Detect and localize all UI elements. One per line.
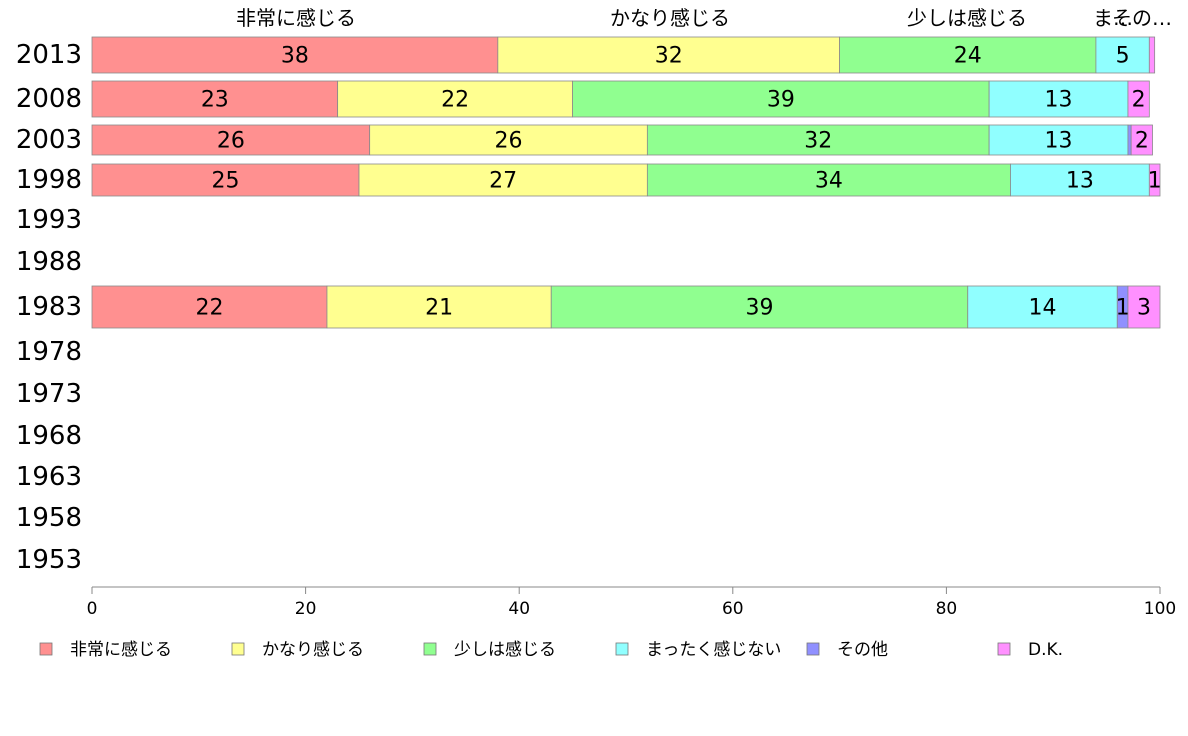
data-label-1998-2: 27 <box>489 169 517 194</box>
legend-swatch-2 <box>231 642 245 656</box>
data-label-1983-2: 21 <box>425 296 453 321</box>
bar-2008-6 <box>1127 80 1150 118</box>
legend-label-4: まったく感じない <box>646 640 781 660</box>
data-label-2013-3: 24 <box>954 44 982 69</box>
bar-1998-2 <box>358 163 648 197</box>
data-label-2008-6: 2 <box>1132 88 1146 113</box>
legend-swatch-1 <box>39 642 53 656</box>
data-label-2003-3: 32 <box>804 129 832 154</box>
year-label-1993: 1993 <box>16 205 82 235</box>
data-label-2013-4: 5 <box>1116 44 1130 69</box>
bar-2003-2 <box>369 124 648 156</box>
data-label-2008-2: 22 <box>441 88 469 113</box>
top-label-1: 非常に感じる <box>236 6 356 30</box>
top-label-3: 少しは感じる <box>907 6 1027 30</box>
bar-2008-2 <box>337 80 574 118</box>
data-label-2003-2: 26 <box>495 129 523 154</box>
data-label-1983-1: 22 <box>195 296 223 321</box>
year-label-1973: 1973 <box>16 379 82 409</box>
year-label-1983: 1983 <box>16 292 82 322</box>
year-label-1978: 1978 <box>16 337 82 367</box>
data-label-1998-1: 25 <box>212 169 240 194</box>
top-label-4: ま… <box>1093 6 1133 30</box>
bar-2008-4 <box>988 80 1129 118</box>
data-label-2008-4: 13 <box>1045 88 1073 113</box>
year-label-1953: 1953 <box>16 545 82 575</box>
year-label-1968: 1968 <box>16 421 82 451</box>
bar-2013-2 <box>497 36 841 74</box>
bar-2003-5 <box>1127 124 1132 156</box>
data-label-1998-3: 34 <box>815 169 843 194</box>
year-label-2008: 2008 <box>16 84 82 114</box>
data-label-2003-6: 2 <box>1135 129 1149 154</box>
legend-swatch-5 <box>806 642 820 656</box>
legend-label-5: その他 <box>837 640 888 660</box>
x-tick-label-40: 40 <box>508 599 530 619</box>
data-label-2008-1: 23 <box>201 88 229 113</box>
legend-swatch-3 <box>423 642 437 656</box>
data-label-1998-6: 1 <box>1148 169 1162 194</box>
legend-label-1: 非常に感じる <box>70 640 172 660</box>
data-label-2013-2: 32 <box>655 44 683 69</box>
x-tick-label-80: 80 <box>936 599 958 619</box>
top-label-5: その… <box>1112 6 1172 30</box>
bar-1983-6 <box>1127 285 1161 329</box>
data-label-2003-4: 13 <box>1045 129 1073 154</box>
legend-label-2: かなり感じる <box>262 640 364 660</box>
year-label-1958: 1958 <box>16 503 82 533</box>
data-label-1983-4: 14 <box>1029 296 1057 321</box>
bar-2013-6 <box>1148 36 1156 74</box>
bar-1998-6 <box>1148 163 1161 197</box>
bar-2008-3 <box>572 80 990 118</box>
data-label-1983-3: 39 <box>746 296 774 321</box>
legend-swatch-4 <box>615 642 629 656</box>
data-label-1983-6: 3 <box>1137 296 1151 321</box>
x-tick-label-0: 0 <box>87 599 98 619</box>
bar-2003-1 <box>91 124 371 156</box>
bar-2003-4 <box>988 124 1129 156</box>
bar-1983-2 <box>326 285 552 329</box>
year-label-1998: 1998 <box>16 165 82 195</box>
bar-2003-6 <box>1130 124 1153 156</box>
data-label-1983-5: 1 <box>1116 296 1130 321</box>
bar-1998-1 <box>91 163 360 197</box>
bar-1983-1 <box>91 285 328 329</box>
bar-2008-1 <box>91 80 339 118</box>
data-label-1998-4: 13 <box>1066 169 1094 194</box>
bar-1983-3 <box>550 285 969 329</box>
x-tick-label-60: 60 <box>722 599 744 619</box>
year-label-1988: 1988 <box>16 247 82 277</box>
data-label-2008-3: 39 <box>767 88 795 113</box>
bar-2013-1 <box>91 36 499 74</box>
top-label-2: かなり感じる <box>610 6 730 30</box>
data-label-2013-1: 38 <box>281 44 309 69</box>
year-label-2003: 2003 <box>16 125 82 155</box>
x-tick-label-20: 20 <box>295 599 317 619</box>
legend-label-6: D.K. <box>1028 640 1063 660</box>
year-label-1963: 1963 <box>16 462 82 492</box>
legend-swatch-6 <box>997 642 1011 656</box>
data-label-2003-1: 26 <box>217 129 245 154</box>
bar-2003-3 <box>646 124 990 156</box>
year-label-2013: 2013 <box>16 40 82 70</box>
x-tick-label-100: 100 <box>1144 599 1176 619</box>
legend-label-3: 少しは感じる <box>454 640 556 660</box>
bar-2013-3 <box>839 36 1097 74</box>
